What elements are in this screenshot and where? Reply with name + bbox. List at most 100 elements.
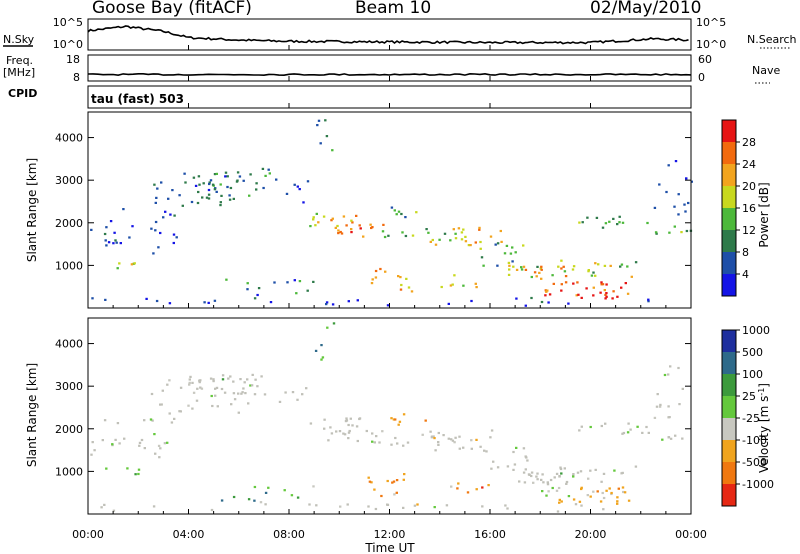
echo-cell: [317, 221, 320, 224]
echo-cell: [158, 456, 161, 459]
beam-title: Beam 10: [355, 0, 432, 18]
echo-cell: [496, 242, 500, 245]
echo-cell: [520, 266, 523, 269]
echo-cell: [659, 403, 662, 406]
echo-cell: [260, 375, 263, 378]
echo-cell: [612, 290, 615, 293]
echo-cell: [246, 288, 249, 291]
echo-cell: [683, 203, 686, 206]
echo-cell: [524, 468, 527, 471]
echo-cell: [181, 204, 184, 207]
echo-cell: [312, 485, 315, 488]
echo-cell: [119, 242, 122, 245]
echo-cell: [609, 264, 612, 267]
echo-cell: [667, 416, 670, 419]
echo-cell: [658, 183, 661, 186]
echo-cell: [538, 271, 541, 274]
echo-cell: [603, 264, 607, 267]
echo-cell: [322, 215, 326, 218]
echo-cell: [549, 478, 553, 482]
echo-cell: [558, 475, 561, 478]
echo-cell: [337, 229, 340, 232]
echo-cell: [346, 503, 349, 506]
echo-cell: [285, 192, 289, 195]
echo-cell: [393, 209, 396, 212]
echo-cell: [667, 373, 670, 376]
echo-cell: [208, 182, 211, 186]
echo-cell: [209, 377, 213, 380]
echo-cell: [359, 227, 362, 230]
echo-cell: [246, 378, 249, 381]
echo-cell: [150, 227, 153, 230]
echo-cell: [601, 283, 605, 286]
echo-cell: [350, 228, 353, 231]
echo-cell: [429, 240, 432, 243]
echo-cell: [451, 439, 455, 442]
power-colorbar-swatch: [722, 142, 736, 164]
cpid-label: CPID: [8, 87, 37, 100]
echo-cell: [393, 493, 396, 496]
echo-cell: [90, 228, 93, 231]
echo-cell: [143, 447, 146, 450]
echo-cell: [684, 210, 687, 213]
power-colorbar-swatch: [722, 186, 736, 208]
echo-cell: [213, 188, 217, 191]
echo-cell: [585, 287, 588, 290]
echo-cell: [286, 281, 289, 284]
echo-cell: [343, 433, 347, 436]
echo-cell: [390, 417, 393, 420]
echo-cell: [530, 296, 533, 300]
time-axis-label: Time UT: [364, 541, 415, 554]
echo-cell: [247, 402, 250, 405]
echo-cell: [600, 281, 603, 284]
echo-cell: [669, 437, 673, 440]
echo-cell: [572, 282, 575, 285]
echo-cell: [236, 171, 240, 174]
echo-cell: [560, 283, 563, 286]
echo-cell: [447, 302, 450, 305]
echo-cell: [586, 494, 589, 497]
echo-cell: [438, 238, 441, 241]
echo-cell: [116, 422, 120, 425]
echo-cell: [522, 471, 526, 474]
echo-cell: [564, 275, 568, 278]
echo-cell: [210, 394, 213, 398]
echo-cell: [622, 490, 625, 494]
echo-cell: [330, 219, 333, 222]
echo-cell: [536, 472, 539, 475]
echo-cell: [358, 224, 361, 227]
x-tick-label: 04:00: [173, 528, 205, 541]
echo-cell: [221, 378, 225, 381]
echo-cell: [371, 440, 374, 443]
echo-cell: [349, 417, 352, 420]
echo-cell: [209, 179, 213, 182]
echo-cell: [219, 183, 222, 186]
echo-cell: [317, 119, 321, 122]
echo-cell: [496, 466, 500, 469]
echo-cell: [395, 213, 398, 216]
velocity-colorbar-tick-label: -100: [742, 434, 767, 447]
power-colorbar-swatch: [722, 164, 736, 186]
cpid-text: tau (fast) 503: [91, 92, 184, 106]
echo-cell: [556, 510, 560, 513]
echo-cell: [551, 486, 554, 490]
echo-cell: [559, 467, 563, 471]
echo-cell: [535, 275, 538, 278]
echo-cell: [462, 284, 465, 287]
echo-cell: [437, 443, 440, 446]
echo-cell: [159, 447, 162, 450]
echo-cell: [367, 505, 370, 508]
echo-cell: [560, 259, 563, 262]
echo-cell: [622, 431, 626, 435]
echo-cell: [293, 279, 296, 282]
echo-cell: [604, 297, 607, 300]
echo-cell: [602, 508, 605, 511]
echo-cell: [489, 235, 493, 238]
echo-cell: [337, 232, 340, 235]
echo-cell: [100, 506, 103, 509]
power-colorbar-tick-label: 4: [742, 268, 749, 281]
echo-cell: [157, 246, 160, 249]
velocity-colorbar-tick-label: 25: [742, 390, 756, 403]
echo-cell: [483, 449, 486, 452]
echo-cell: [312, 216, 315, 219]
